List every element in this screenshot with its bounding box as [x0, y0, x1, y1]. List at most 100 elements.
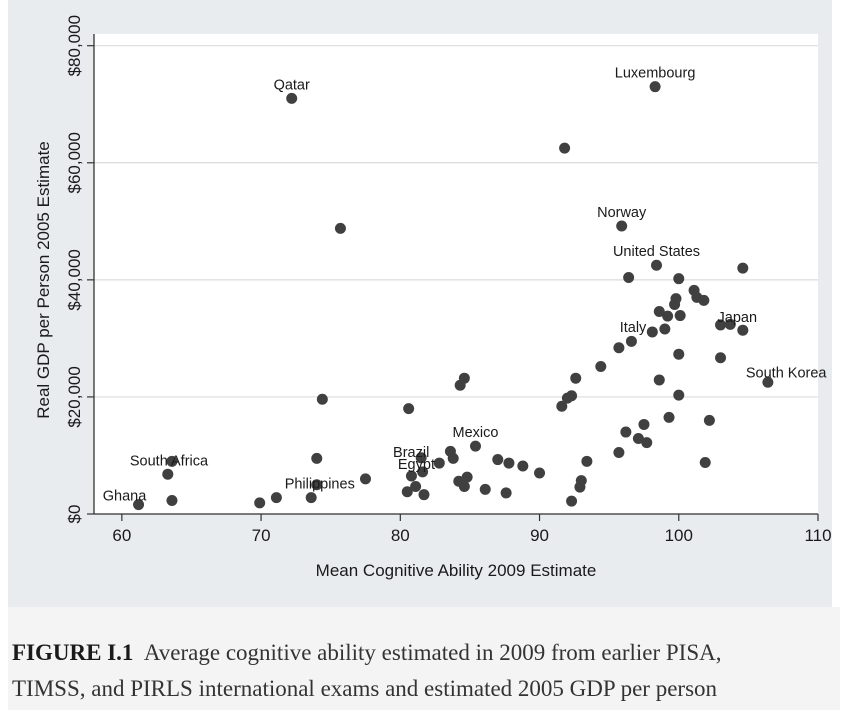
data-point — [418, 489, 430, 501]
data-point — [305, 492, 317, 504]
y-tick-label: $40,000 — [65, 249, 84, 310]
caption-line-1: FIGURE I.1 Average cognitive ability est… — [8, 635, 840, 671]
data-point — [334, 222, 346, 234]
data-point — [737, 262, 749, 274]
data-point — [613, 447, 625, 459]
data-point — [649, 81, 661, 93]
data-point — [286, 92, 298, 104]
axes: $0 $20,000 $40,000 $60,000 $80,000 60 70 80 90 10… — [65, 15, 832, 545]
data-point — [650, 259, 662, 271]
data-point — [646, 326, 658, 338]
data-point — [316, 393, 328, 405]
data-point — [492, 454, 504, 466]
data-point — [595, 360, 607, 372]
caption-lead: FIGURE I.1 — [12, 640, 134, 665]
data-point — [625, 335, 637, 347]
point-label: United States — [613, 244, 700, 260]
data-point — [415, 452, 427, 464]
data-point — [570, 372, 582, 384]
data-point — [500, 487, 512, 499]
data-point — [566, 495, 578, 507]
data-point — [311, 452, 323, 464]
data-point — [715, 352, 727, 364]
point-label: Mexico — [453, 425, 499, 441]
data-point — [623, 272, 635, 284]
data-point — [641, 437, 653, 449]
point-label: South Africa — [130, 453, 209, 469]
data-point — [638, 418, 650, 430]
plot-area — [94, 34, 818, 514]
x-axis-title: Mean Cognitive Ability 2009 Estimate — [316, 561, 597, 580]
data-point — [662, 310, 674, 322]
data-point — [581, 455, 593, 467]
data-point — [447, 452, 459, 464]
x-tick-label: 110 — [804, 526, 831, 545]
data-point — [311, 479, 323, 491]
x-tick-label: 100 — [665, 526, 693, 545]
point-label: Ghana — [103, 489, 147, 505]
point-label: Philippines — [285, 477, 355, 493]
data-point — [674, 310, 686, 322]
x-tick-label: 90 — [530, 526, 549, 545]
data-point — [561, 392, 573, 404]
data-point — [698, 294, 710, 306]
data-point — [360, 473, 371, 485]
data-point — [405, 470, 417, 482]
data-point — [669, 298, 681, 310]
data-point — [166, 495, 178, 507]
data-point — [254, 497, 266, 509]
x-tick-label: 60 — [112, 526, 131, 545]
data-point — [673, 348, 685, 360]
data-point — [653, 305, 665, 317]
data-point — [166, 455, 178, 467]
data-point — [724, 318, 736, 330]
data-point — [613, 342, 625, 354]
data-point — [534, 467, 546, 479]
point-label: Qatar — [274, 77, 310, 93]
data-point — [673, 389, 685, 401]
data-point — [517, 460, 529, 472]
point-label: Egypt — [398, 457, 435, 473]
data-points — [133, 81, 774, 511]
data-point — [659, 323, 671, 335]
figure-panel: $0 $20,000 $40,000 $60,000 $80,000 60 70 80 90 10… — [8, 0, 832, 607]
point-label: Norway — [597, 205, 647, 221]
data-point — [133, 499, 145, 511]
point-label: Brazil — [393, 445, 429, 461]
caption-line-2: TIMSS, and PIRLS international exams and… — [12, 676, 718, 701]
data-point — [503, 457, 515, 469]
y-tick-label: $80,000 — [65, 15, 84, 76]
data-point — [162, 468, 174, 480]
data-point — [401, 486, 413, 498]
data-point — [469, 440, 481, 452]
data-point — [632, 432, 644, 444]
data-point — [433, 457, 445, 469]
y-tick-label: $20,000 — [65, 366, 84, 427]
point-label: Japan — [718, 310, 758, 326]
scatter-chart: $0 $20,000 $40,000 $60,000 $80,000 60 70 80 90 10… — [34, 15, 832, 580]
point-label: South Korea — [746, 365, 828, 381]
point-label: Italy — [620, 320, 647, 336]
data-point — [559, 142, 571, 154]
data-point — [461, 471, 473, 483]
caption-text-1: Average cognitive ability estimated in 2… — [143, 640, 722, 665]
x-tick-label: 70 — [252, 526, 271, 545]
data-point — [479, 483, 491, 495]
data-point — [663, 411, 675, 423]
y-tick-label: $60,000 — [65, 132, 84, 193]
data-point — [762, 376, 774, 388]
data-point — [403, 403, 415, 415]
data-point — [417, 466, 429, 478]
data-point — [653, 374, 665, 386]
data-point — [458, 480, 470, 492]
data-point — [737, 324, 749, 336]
data-point — [620, 426, 632, 438]
y-tick-label: $0 — [65, 505, 84, 524]
data-point — [715, 319, 727, 331]
data-point — [673, 273, 685, 285]
data-point — [574, 481, 586, 493]
data-point — [703, 414, 715, 426]
data-point — [556, 400, 568, 412]
point-label: Luxembourg — [615, 66, 696, 82]
figure-caption: FIGURE I.1 Average cognitive ability est… — [8, 607, 840, 710]
